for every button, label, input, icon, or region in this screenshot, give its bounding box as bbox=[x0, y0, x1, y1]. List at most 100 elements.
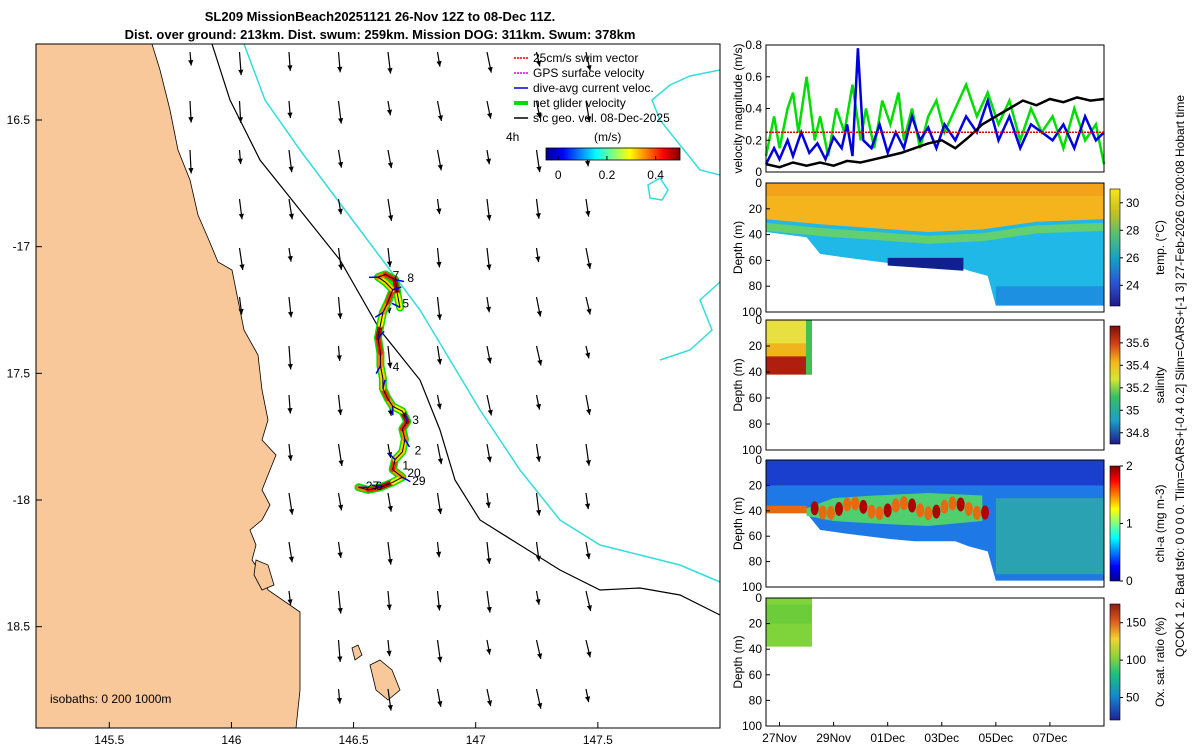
velocity-arrow-head bbox=[436, 358, 443, 365]
chl-maximum-patch bbox=[899, 496, 908, 511]
velocity-arrow-head bbox=[387, 410, 393, 416]
chl-maximum-patch bbox=[818, 505, 827, 520]
velocity-arrow-head bbox=[238, 213, 244, 220]
tempPanel-colorbar-label: temp. (°C) bbox=[1153, 220, 1167, 275]
velocity-y-tick-label: 0.2 bbox=[745, 133, 762, 147]
chlPanel-y-tick-label: 20 bbox=[749, 478, 763, 492]
surface-velocity-line bbox=[765, 96, 1105, 169]
velocity-arrow-head bbox=[287, 599, 293, 605]
figure-title-line1: SL209 MissionBeach20251121 26-Nov 12Z to… bbox=[204, 9, 556, 24]
velocity-arrow-head bbox=[536, 509, 542, 516]
velocity-arrow-head bbox=[437, 656, 443, 663]
salPanel-bg bbox=[766, 320, 1104, 450]
salPanel-colorbar-tick-label: 35.2 bbox=[1126, 381, 1150, 395]
velocity-arrow-head bbox=[387, 67, 393, 74]
map-y-tick-label: 18.5 bbox=[7, 620, 31, 634]
velocity-arrow-head bbox=[338, 460, 344, 466]
isobath-1000m bbox=[243, 44, 720, 583]
velocity-arrow-head bbox=[586, 64, 592, 71]
salinity-panel: 0 20 40 60 80 100 Depth (m) 34.8 35 35.2 35.4 35.6 s… bbox=[731, 313, 1167, 457]
velocity-arrow-head bbox=[584, 503, 591, 510]
velocity-arrow-head bbox=[535, 456, 542, 462]
velocity-arrow-head bbox=[386, 604, 392, 611]
dive-avg-current-vector bbox=[374, 311, 384, 318]
velocity-arrow-head bbox=[486, 558, 492, 564]
velocity-arrow-head bbox=[436, 314, 443, 320]
track-day-label: 2 bbox=[415, 443, 422, 457]
track-day-label: 4 bbox=[393, 360, 400, 374]
chl-maximum-patch bbox=[972, 505, 981, 520]
tempPanel-colorbar-tick-label: 28 bbox=[1126, 223, 1140, 237]
velocity-arrow-head bbox=[337, 313, 343, 319]
map-x-tick-label: 146.5 bbox=[339, 733, 369, 747]
salPanel-y-tick-label: 40 bbox=[749, 365, 763, 379]
salPanel-y-tick-label: 100 bbox=[742, 443, 762, 457]
dive-avg-current-vector bbox=[391, 302, 401, 309]
chl-maximum-patch bbox=[859, 499, 868, 514]
chlorophyll-panel: 0 20 40 60 80 100 Depth (m) 0 1 2 chl-a (mg m-3) bbox=[731, 453, 1167, 594]
velocity-arrow-head bbox=[436, 60, 442, 67]
track-day-label: 27 bbox=[366, 479, 380, 493]
track-day-label: 8 bbox=[407, 271, 414, 285]
salPanel-colorbar-label: salinity bbox=[1153, 367, 1167, 404]
chl-maximum-patch bbox=[810, 501, 819, 516]
dive-avg-current-vector bbox=[388, 452, 396, 461]
velocity-y-tick-label: 0.4 bbox=[745, 102, 762, 116]
velocity-arrow-head bbox=[437, 700, 443, 707]
chl-maximum-patch bbox=[964, 502, 973, 517]
velocity-arrow-head bbox=[287, 408, 293, 414]
velocity-arrow-head bbox=[288, 213, 294, 220]
chl-maximum-patch bbox=[981, 505, 990, 520]
map-x-tick-label: 147 bbox=[466, 733, 486, 747]
chl-maximum-patch bbox=[826, 505, 835, 520]
track-day-label: 3 bbox=[412, 413, 419, 427]
velocity-arrow-head bbox=[287, 455, 293, 461]
velocity-arrow-head bbox=[387, 704, 393, 711]
oxPanel-y-tick-label: 80 bbox=[749, 693, 763, 707]
dive-avg-current-vector bbox=[404, 412, 409, 422]
velocity-arrow-head bbox=[535, 598, 541, 605]
velocity-arrow-head bbox=[485, 306, 492, 313]
velocity-arrow-head bbox=[386, 261, 393, 267]
track-day-label: 6 bbox=[376, 479, 383, 493]
colorbar-tick-label: 0.2 bbox=[599, 168, 616, 182]
velocity-arrow-head bbox=[337, 656, 343, 662]
temp-deep-band bbox=[995, 286, 1104, 306]
velocity-arrow-head bbox=[536, 60, 542, 67]
velocity-arrow-head bbox=[337, 161, 344, 168]
velocity-arrow-head bbox=[288, 311, 294, 318]
tempPanel-y-tick-label: 80 bbox=[749, 279, 763, 293]
velocity-arrow-head bbox=[288, 166, 294, 173]
oxPanel-y-tick-label: 60 bbox=[749, 668, 763, 682]
salinity-surface-layer bbox=[766, 320, 812, 344]
oxPanel-colorbar bbox=[1109, 603, 1121, 721]
land-mass bbox=[36, 44, 301, 728]
temperature-panel: 0 20 40 60 80 100 Depth (m) 24 26 28 30 temp. (°C) bbox=[731, 176, 1167, 319]
tempPanel-colorbar-tick-label: 26 bbox=[1126, 251, 1140, 265]
velocity-arrow-head bbox=[288, 508, 295, 515]
chlPanel-y-axis-label: Depth (m) bbox=[731, 497, 745, 550]
time-x-tick-label: 05Dec bbox=[978, 731, 1013, 745]
legend-interval: 4h bbox=[506, 130, 519, 144]
track-day-label: 1 bbox=[402, 459, 409, 473]
velocity-arrow-head bbox=[337, 552, 343, 558]
chlPanel-y-tick-label: 60 bbox=[749, 529, 763, 543]
chl-surface-layer bbox=[766, 460, 1104, 486]
oxPanel-colorbar-tick-label: 50 bbox=[1126, 691, 1140, 705]
isobath-note: isobaths: 0 200 1000m bbox=[50, 692, 171, 706]
dive-avg-current-vector bbox=[404, 438, 411, 448]
velocity-arrow-head bbox=[188, 59, 194, 66]
velocity-arrow-head bbox=[487, 66, 493, 73]
legend-entry: dive-avg current veloc. bbox=[533, 81, 654, 95]
velocity-arrow-head bbox=[585, 352, 591, 359]
tempPanel-colorbar-tick-label: 24 bbox=[1126, 278, 1140, 292]
velocity-arrow-head bbox=[387, 505, 393, 512]
velocity-arrow-head bbox=[238, 308, 244, 315]
chl-maximum-patch bbox=[875, 506, 884, 521]
velocity-arrow-head bbox=[437, 508, 443, 515]
velocity-arrow-head bbox=[586, 308, 592, 315]
velocity-arrow-head bbox=[437, 115, 443, 121]
velocity-arrow-head bbox=[436, 261, 442, 268]
